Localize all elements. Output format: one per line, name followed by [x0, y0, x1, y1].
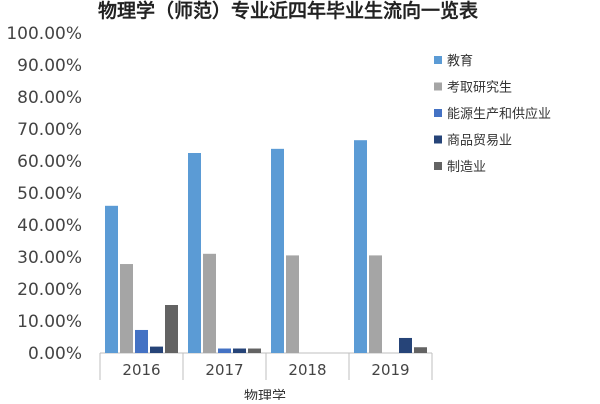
bars-group — [105, 140, 427, 353]
legend-swatch — [434, 162, 442, 170]
chart-title: 物理学（师范）专业近四年毕业生流向一览表 — [98, 0, 479, 22]
bar — [203, 253, 216, 353]
y-axis: 0.00% 10.00% 20.00% 30.00% 40.00% 50.00% 60.00… — [6, 24, 82, 364]
legend-swatch — [434, 82, 442, 91]
y-tick-label: 0.00% — [28, 344, 82, 364]
bar — [286, 255, 299, 353]
x-tick-label: 2016 — [122, 361, 160, 379]
legend-label: 能源生产和供应业 — [447, 106, 551, 122]
x-tick-label: 2017 — [205, 361, 243, 379]
bar — [188, 153, 201, 353]
y-tick-label: 30.00% — [17, 248, 82, 268]
x-tick-label: 2018 — [288, 361, 326, 379]
legend-label: 教育 — [447, 53, 473, 69]
bar — [150, 346, 163, 353]
y-tick-label: 50.00% — [17, 184, 82, 204]
y-tick-label: 70.00% — [17, 120, 82, 140]
y-tick-label: 20.00% — [17, 280, 82, 300]
legend-swatch — [434, 56, 442, 64]
legend-swatch — [434, 109, 442, 117]
y-tick-label: 100.00% — [6, 24, 82, 44]
bar — [135, 329, 148, 353]
y-tick-label: 80.00% — [17, 88, 82, 108]
bar — [233, 348, 246, 353]
bar — [354, 140, 367, 353]
legend-label: 考取研究生 — [447, 81, 512, 96]
bar — [399, 337, 412, 353]
y-tick-label: 40.00% — [17, 216, 82, 236]
bar — [105, 205, 118, 353]
x-axis: 2016 2017 2018 2019 — [99, 352, 433, 380]
y-tick-label: 60.00% — [17, 152, 82, 172]
x-tick-label: 2019 — [371, 361, 409, 379]
bar — [218, 348, 231, 353]
bar — [120, 264, 133, 353]
legend-label: 制造业 — [447, 160, 486, 175]
y-tick-label: 90.00% — [17, 56, 82, 76]
legend-swatch — [434, 135, 442, 144]
legend-label: 商品贸易业 — [447, 134, 512, 149]
x-axis-label: 物理学 — [244, 389, 286, 400]
y-tick-label: 10.00% — [17, 312, 82, 332]
bar — [414, 347, 427, 353]
bar — [165, 305, 178, 353]
bar — [248, 348, 261, 353]
bar — [271, 148, 284, 353]
bar — [369, 255, 382, 353]
